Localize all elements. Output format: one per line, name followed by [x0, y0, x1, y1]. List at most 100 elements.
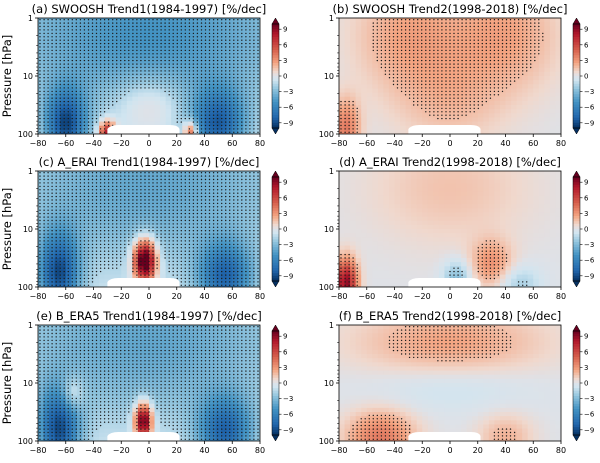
- significance-dot: [188, 97, 191, 99]
- significance-dot: [429, 83, 431, 86]
- heatmap-cell: [254, 117, 260, 123]
- significance-dot: [417, 66, 419, 69]
- significance-dot: [124, 42, 126, 45]
- significance-dot: [196, 104, 199, 106]
- colorbar-segment: [272, 26, 279, 30]
- heatmap-cell: [433, 109, 440, 114]
- heatmap-cell: [372, 55, 379, 61]
- significance-dot: [140, 87, 142, 89]
- heatmap-cell: [355, 76, 362, 81]
- significance-dot: [55, 131, 57, 133]
- heatmap-cell: [149, 92, 156, 98]
- heatmap-cell: [455, 105, 462, 110]
- heatmap-cell: [516, 121, 523, 127]
- significance-dot: [221, 124, 223, 127]
- significance-dot: [229, 66, 231, 69]
- significance-dot: [208, 117, 211, 120]
- heatmap-cell: [522, 51, 529, 56]
- heatmap-cell: [49, 100, 56, 106]
- significance-dot: [176, 97, 178, 99]
- heatmap-cell: [99, 38, 106, 44]
- heatmap-cell: [339, 76, 346, 81]
- significance-dot: [404, 73, 407, 76]
- heatmap-cell: [232, 38, 239, 44]
- significance-dot: [249, 46, 251, 48]
- heatmap-cell: [99, 59, 106, 65]
- heatmap-cell: [361, 105, 368, 110]
- heatmap-cell: [383, 55, 390, 61]
- significance-dot: [107, 29, 110, 31]
- significance-dot: [63, 25, 65, 28]
- significance-dot: [188, 114, 191, 116]
- significance-dot: [99, 94, 102, 96]
- heatmap-cell: [49, 105, 56, 110]
- significance-dot: [120, 36, 122, 38]
- heatmap-cell: [355, 42, 362, 48]
- heatmap-cell: [494, 100, 501, 106]
- significance-dot: [348, 104, 350, 106]
- heatmap-cell: [416, 34, 423, 40]
- significance-dot: [120, 80, 122, 82]
- significance-dot: [95, 100, 98, 103]
- heatmap-cell: [60, 59, 67, 65]
- significance-dot: [352, 131, 354, 133]
- significance-dot: [132, 56, 134, 58]
- heatmap-cell: [344, 125, 351, 131]
- significance-dot: [95, 59, 98, 62]
- heatmap-cell: [237, 63, 244, 69]
- colorbar-segment: [272, 94, 279, 98]
- heatmap-cell: [472, 26, 479, 32]
- significance-dot: [408, 39, 411, 41]
- heatmap-cell: [187, 42, 194, 48]
- significance-dot: [120, 56, 122, 58]
- significance-dot: [172, 77, 174, 79]
- heatmap-cell: [104, 30, 111, 36]
- heatmap-cell: [60, 125, 67, 131]
- significance-dot: [140, 53, 142, 55]
- heatmap-cell: [400, 42, 407, 48]
- heatmap-cell: [522, 96, 529, 102]
- significance-dot: [124, 25, 126, 28]
- heatmap-cell: [400, 80, 407, 85]
- significance-dot: [112, 66, 114, 69]
- heatmap-cell: [210, 76, 217, 81]
- heatmap-cell: [499, 117, 507, 123]
- significance-dot: [530, 66, 532, 69]
- significance-dot: [212, 56, 215, 58]
- significance-dot: [461, 94, 463, 96]
- significance-dot: [208, 107, 211, 110]
- heatmap-cell: [427, 34, 434, 40]
- heatmap-cell: [455, 30, 462, 36]
- heatmap-cell: [422, 113, 429, 119]
- heatmap-cell: [226, 96, 233, 102]
- significance-dot: [380, 22, 383, 24]
- heatmap-cell: [372, 26, 379, 32]
- heatmap-cell: [450, 26, 457, 32]
- significance-dot: [55, 36, 57, 38]
- significance-dot: [71, 83, 74, 86]
- significance-dot: [413, 39, 415, 41]
- significance-dot: [517, 53, 520, 55]
- significance-dot: [441, 80, 443, 82]
- significance-dot: [103, 63, 106, 65]
- heatmap-cell: [82, 92, 89, 98]
- significance-dot: [148, 49, 150, 52]
- significance-dot: [216, 39, 219, 41]
- significance-dot: [229, 124, 231, 127]
- significance-dot: [212, 36, 215, 38]
- heatmap-cell: [350, 22, 357, 27]
- heatmap-cell: [110, 117, 117, 123]
- heatmap-cell: [427, 55, 434, 61]
- heatmap-cell: [455, 84, 462, 90]
- significance-dot: [241, 22, 243, 24]
- heatmap-cell: [383, 92, 390, 98]
- heatmap-cell: [505, 67, 512, 73]
- heatmap-cell: [472, 121, 479, 127]
- heatmap-cell: [522, 42, 529, 48]
- significance-dot: [473, 77, 475, 79]
- heatmap-cell: [187, 129, 194, 134]
- significance-dot: [221, 104, 223, 106]
- significance-dot: [51, 63, 53, 65]
- significance-dot: [204, 46, 207, 48]
- significance-dot: [67, 128, 70, 130]
